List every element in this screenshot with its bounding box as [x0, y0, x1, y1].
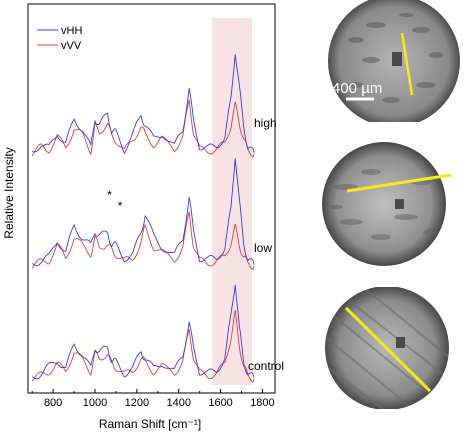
peak-annotations: **	[107, 188, 122, 213]
x-axis-label: Raman Shift [cm⁻¹]	[99, 417, 201, 431]
scan-line	[400, 32, 414, 96]
micrograph-panel-control	[313, 287, 461, 409]
trace-low-vvv	[31, 211, 255, 270]
trace-label-control: control	[248, 359, 284, 373]
legend-label-vvv: vVV	[61, 40, 82, 52]
micrograph-panel-high: 400 µm	[326, 0, 463, 122]
scale-bar-label: 400 µm	[332, 80, 382, 97]
micrograph-panel-low	[311, 142, 458, 267]
x-tick-label: 1600	[208, 397, 232, 409]
micrograph-field	[322, 142, 446, 266]
x-tick-label: 1200	[125, 397, 149, 409]
amide-highlight-band	[212, 18, 252, 385]
trace-high-vhh	[32, 54, 255, 155]
trace-label-low: low	[254, 241, 272, 255]
plot-frame	[27, 3, 276, 394]
trace-low-vhh	[31, 158, 255, 267]
x-tick-label: 1400	[166, 397, 190, 409]
y-axis-label: Relative Intensity	[2, 147, 16, 238]
x-tick-label: 1800	[250, 397, 274, 409]
spectra-traces	[31, 54, 255, 383]
scan-line	[344, 306, 432, 393]
sample-spot	[392, 52, 402, 66]
x-axis-ticks: 800 1000 1200 1400 1600 1800	[31, 389, 275, 409]
trace-label-high: high	[254, 116, 277, 130]
peak-annotation: *	[107, 188, 112, 202]
sample-spot	[396, 337, 405, 348]
legend-label-vhh: vHH	[61, 25, 82, 37]
trace-high-vvv	[31, 99, 255, 158]
scan-line	[346, 173, 452, 193]
x-tick-label: 1000	[83, 397, 107, 409]
sample-spot	[395, 199, 404, 209]
peak-annotation: *	[118, 199, 123, 213]
trace-control-vhh	[31, 284, 255, 380]
legend: vHH vVV	[37, 25, 82, 52]
x-tick-label: 800	[44, 397, 62, 409]
trace-labels: high low control	[248, 116, 284, 373]
